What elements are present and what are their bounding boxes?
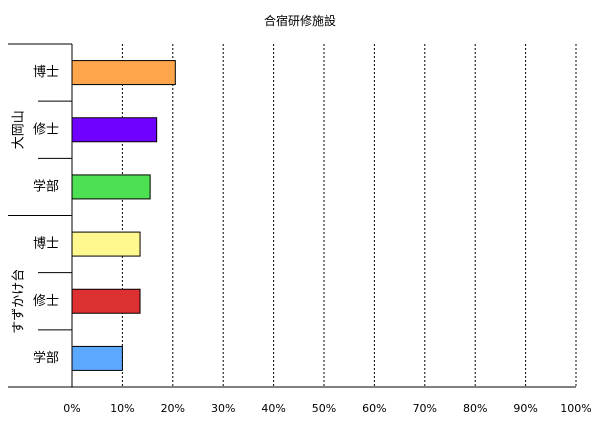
chart-title: 合宿研修施設 — [264, 13, 336, 28]
x-tick-label: 10% — [110, 402, 134, 415]
category-label: 学部 — [33, 178, 59, 194]
bars — [71, 60, 176, 371]
x-tick-label: 50% — [312, 402, 336, 415]
x-tick-label: 20% — [161, 402, 185, 415]
axes — [8, 43, 576, 388]
x-tick-label: 70% — [413, 402, 437, 415]
group-label: 大岡山 — [12, 110, 27, 149]
x-tick-label: 90% — [513, 402, 537, 415]
x-tick-label: 80% — [463, 402, 487, 415]
category-label: 修士 — [33, 294, 59, 309]
category-label: 博士 — [33, 237, 59, 252]
bar — [71, 288, 141, 314]
group-label: すずかけ台 — [12, 269, 27, 334]
category-label: 修士 — [33, 122, 59, 137]
x-tick-label: 0% — [63, 402, 80, 415]
x-tick-label: 40% — [261, 402, 285, 415]
bar — [71, 117, 158, 143]
x-tick-label: 100% — [560, 402, 591, 415]
category-label: 学部 — [33, 350, 59, 366]
x-tick-label: 60% — [362, 402, 386, 415]
labels: 0% 10% 20% 30% 40% 50% 60% 70% 80% 90% 100%大岡山博士修士… — [12, 65, 592, 415]
bar — [71, 345, 123, 371]
x-tick-label: 30% — [211, 402, 235, 415]
bar — [71, 174, 151, 200]
grid-lines — [121, 44, 577, 387]
bar — [71, 231, 141, 257]
category-label: 博士 — [33, 65, 59, 80]
bar — [71, 60, 176, 86]
